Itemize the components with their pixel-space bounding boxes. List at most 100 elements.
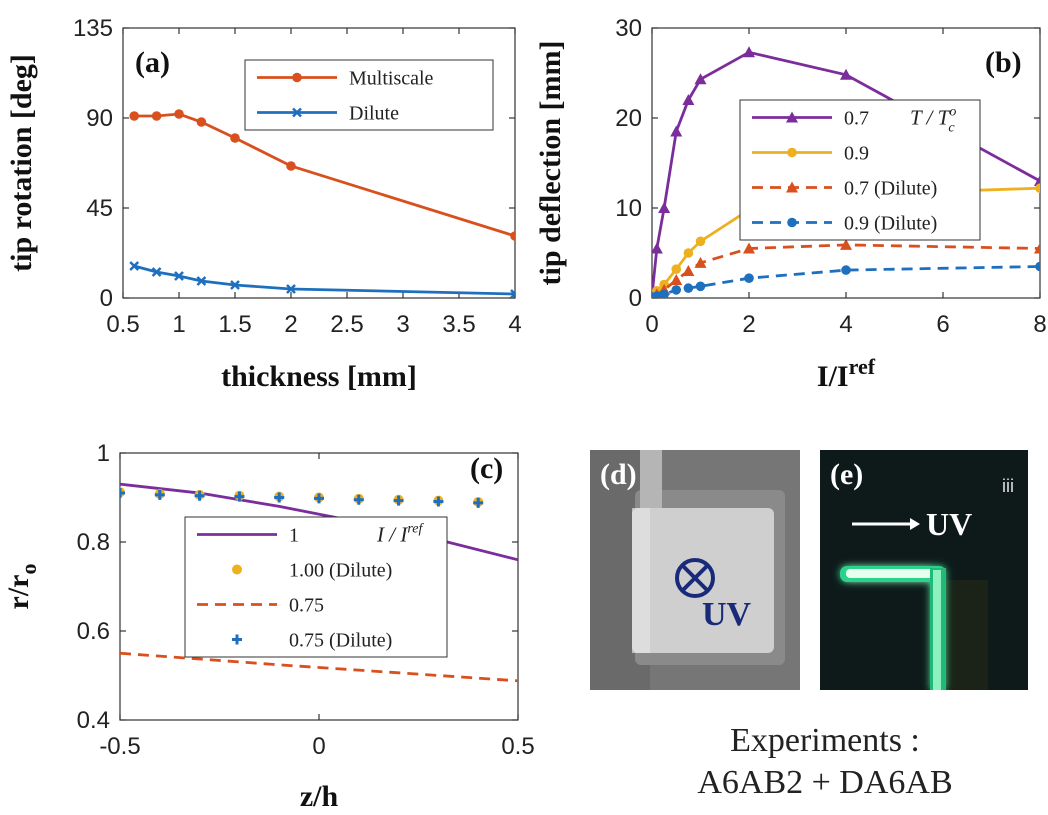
- legend-entry-label: 0.7 (Dilute): [844, 178, 937, 200]
- x-tick-label: 2.5: [330, 311, 363, 338]
- series-group: [120, 482, 518, 683]
- legend-header-main: T / T: [910, 106, 951, 130]
- legend-marker: [232, 564, 242, 575]
- y-tick-label: 1: [97, 440, 110, 467]
- y-axis-label: r/ro: [2, 564, 41, 610]
- data-point: [120, 488, 125, 499]
- y-axis-label-main: r/r: [2, 575, 35, 610]
- x-axis-label: z/h: [300, 780, 339, 813]
- x-axis-label: thickness [mm]: [221, 360, 417, 393]
- legend-entry-label: 0.75 (Dilute): [289, 630, 392, 652]
- data-point: [682, 265, 695, 276]
- legend-marker: [786, 111, 798, 123]
- x-tick-label: 0.5: [501, 733, 534, 760]
- y-tick-label: 0.4: [77, 707, 110, 734]
- data-point: [353, 494, 364, 505]
- data-point: [683, 283, 694, 293]
- data-point: [286, 161, 296, 171]
- data-point: [670, 125, 683, 137]
- data-point: [695, 281, 706, 292]
- x-tick-label: 8: [1033, 311, 1046, 338]
- x-tick-label: 6: [936, 311, 949, 338]
- x-tick-label: 1.5: [218, 311, 251, 338]
- legend-marker: [787, 147, 797, 158]
- caption-line-2: A6AB2 + DA6AB: [697, 764, 953, 801]
- chart-panel-0: 0.5 1 1.5 2 2.5 3 3.5 4 0 45 90 135 Multiscale Dilute…: [5, 15, 522, 393]
- legend-marker: [786, 181, 798, 193]
- x-tick-label: -0.5: [99, 733, 140, 760]
- data-point: [840, 238, 852, 250]
- data-point: [314, 493, 324, 504]
- chart-panel-1: 0 2 4 6 8 0 10 20 30 0.7 0.9 0.7 (Dilute) 0.9 (Dilut…: [534, 15, 1047, 393]
- series-line-0: [120, 482, 518, 562]
- x-axis-label-main: I/I: [817, 360, 849, 393]
- data-point: [274, 492, 285, 503]
- legend-box: [184, 516, 448, 658]
- data-point: [671, 264, 682, 275]
- data-point: [154, 489, 165, 500]
- photo-e: (e) UV iii: [820, 450, 1028, 690]
- y-axis-label: tip rotation [deg]: [5, 54, 38, 272]
- data-point: [694, 73, 707, 85]
- data-point: [510, 289, 515, 298]
- data-point: [694, 256, 707, 268]
- panel-label: (a): [135, 46, 170, 79]
- glowing-beam: [840, 566, 946, 690]
- y-axis-label: tip deflection [mm]: [534, 41, 567, 286]
- data-point: [473, 497, 484, 508]
- y-tick-label: 45: [86, 195, 113, 222]
- legend-entry-label: 1.00 (Dilute): [289, 560, 392, 582]
- data-point: [393, 495, 404, 506]
- legend-header-main: I / I: [376, 523, 408, 547]
- data-point: [230, 133, 240, 143]
- legend-header-sub: c: [948, 121, 955, 136]
- x-tick-label: 2: [742, 311, 755, 338]
- panel-label: (c): [470, 452, 503, 485]
- y-axis-label-main: tip rotation [deg]: [5, 54, 38, 272]
- y-tick-label: 0.6: [77, 618, 110, 645]
- legend: 0.7 0.9 0.7 (Dilute) 0.9 (Dilute) T / To c: [739, 99, 981, 241]
- data-point: [670, 274, 683, 285]
- data-point: [840, 68, 852, 80]
- x-axis-label: I/Iref: [817, 354, 876, 393]
- data-point: [1034, 175, 1040, 186]
- legend-entry-label: 1: [289, 525, 299, 547]
- legend-marker: [292, 107, 302, 118]
- data-point: [433, 496, 444, 507]
- caption-line-1: Experiments :: [730, 722, 920, 759]
- x-axis-label-main: z/h: [300, 780, 339, 813]
- x-tick-label: 4: [839, 311, 852, 338]
- data-point: [652, 242, 663, 254]
- data-point: [174, 271, 184, 281]
- photo-e-scene: [820, 450, 1028, 690]
- photo-d-uv-label: UV: [702, 596, 752, 633]
- x-tick-label: 4: [508, 311, 521, 338]
- series-group: [129, 109, 515, 298]
- y-tick-label: 20: [615, 105, 642, 132]
- x-tick-label: 2: [284, 311, 297, 338]
- y-tick-label: 0.8: [77, 529, 110, 556]
- series-group: [652, 46, 1040, 298]
- legend: Multiscale Dilute: [244, 59, 494, 131]
- data-point: [196, 276, 207, 286]
- legend-entry-label: Dilute: [349, 103, 399, 125]
- data-point: [743, 242, 755, 254]
- data-point: [671, 285, 682, 295]
- arrow-right-icon: [852, 518, 920, 530]
- legend-entry-label: 0.9: [844, 143, 869, 165]
- data-point: [683, 248, 694, 258]
- y-tick-label: 10: [615, 195, 642, 222]
- legend-marker: [787, 217, 797, 228]
- data-point: [841, 265, 851, 275]
- photo-d: (d) UV: [590, 450, 800, 690]
- legend-box: [739, 99, 981, 241]
- photo-d-scene: [590, 450, 800, 690]
- x-axis-label-main: thickness [mm]: [221, 360, 417, 393]
- x-tick-label: 3: [396, 311, 409, 338]
- data-point: [129, 111, 139, 121]
- legend-entry-label: 0.7: [844, 108, 869, 130]
- photo-e-uv-label: UV: [926, 506, 973, 542]
- x-tick-label: 0.5: [106, 311, 139, 338]
- y-axis-label-sub: o: [16, 564, 41, 575]
